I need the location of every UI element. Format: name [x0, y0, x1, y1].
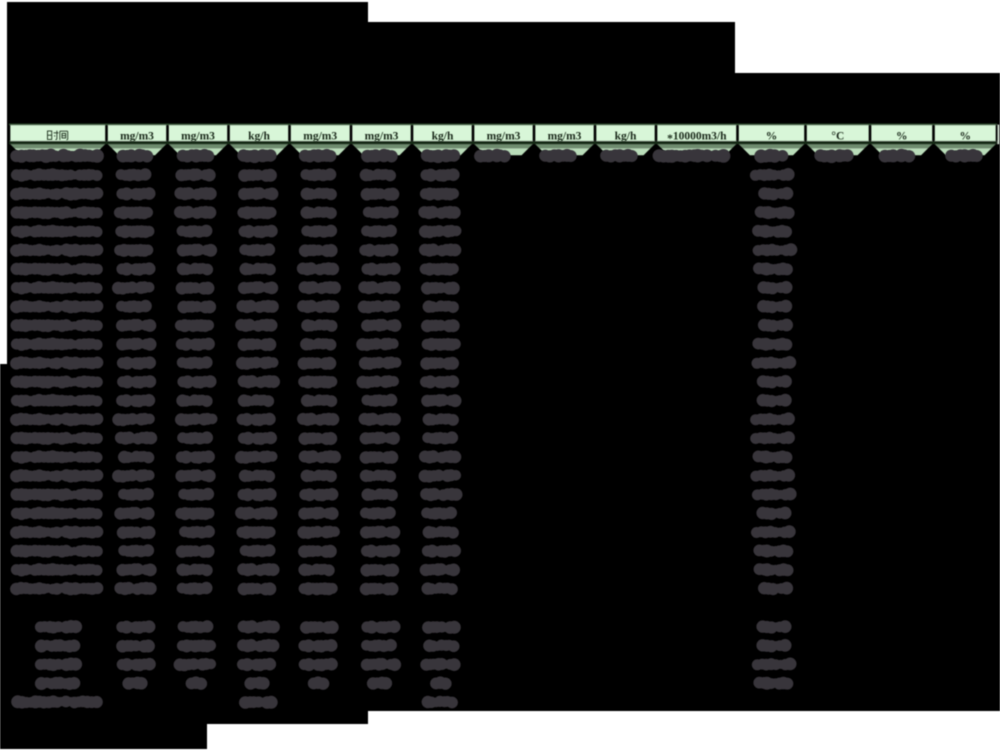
- svg-text:mg/m3: mg/m3: [365, 131, 399, 143]
- svg-text:kg/h: kg/h: [248, 131, 270, 143]
- svg-text:mg/m3: mg/m3: [120, 131, 154, 143]
- svg-text:°C: °C: [831, 131, 844, 143]
- svg-text:%: %: [959, 131, 971, 143]
- svg-text:*10000m3/h: *10000m3/h: [667, 131, 727, 145]
- svg-text:kg/h: kg/h: [615, 131, 637, 143]
- svg-text:mg/m3: mg/m3: [487, 131, 521, 143]
- svg-text:%: %: [766, 131, 778, 143]
- svg-text:%: %: [896, 131, 908, 143]
- svg-text:kg/h: kg/h: [432, 131, 454, 143]
- svg-text:mg/m3: mg/m3: [303, 131, 337, 143]
- svg-text:mg/m3: mg/m3: [181, 131, 215, 143]
- svg-text:mg/m3: mg/m3: [548, 131, 582, 143]
